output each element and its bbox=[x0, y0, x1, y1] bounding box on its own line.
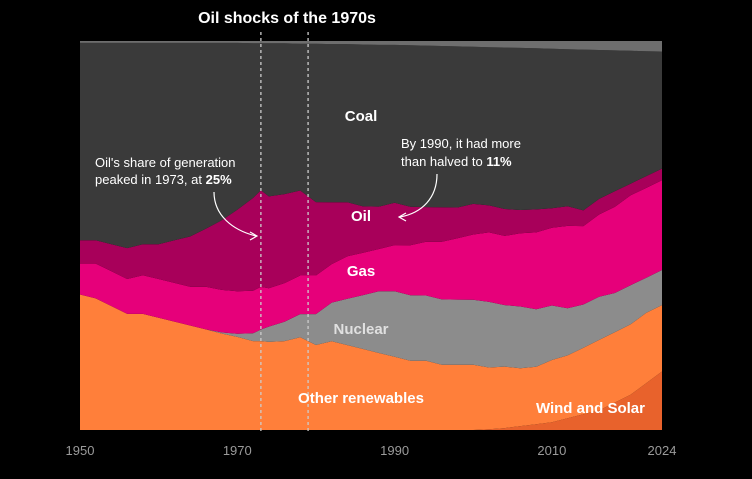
stacked-areas bbox=[80, 41, 662, 430]
chart-title: Oil shocks of the 1970s bbox=[198, 10, 376, 27]
annotation-oil-peak-value: 25% bbox=[206, 172, 232, 187]
annotation-oil-peak-line2: peaked in 1973, at 25% bbox=[95, 172, 232, 187]
area-coal bbox=[80, 42, 662, 249]
area-wind-and-solar bbox=[80, 371, 662, 430]
x-tick-label: 2010 bbox=[537, 443, 566, 458]
annotation-oil-1990-arrow bbox=[399, 173, 438, 218]
series-label-gas: Gas bbox=[347, 263, 375, 280]
annotation-oil-peak-arrow bbox=[213, 191, 257, 237]
x-tick-label: 1990 bbox=[380, 443, 409, 458]
annotation-oil-1990-line1: By 1990, it had more bbox=[401, 136, 521, 151]
annotation-oil-peak-line1: Oil's share of generation bbox=[95, 155, 236, 170]
area-oil bbox=[80, 168, 662, 292]
series-label-oil: Oil bbox=[351, 208, 371, 225]
area-other-sources bbox=[80, 41, 662, 52]
annotation-oil-1990-arrowhead bbox=[397, 212, 407, 222]
area-gas bbox=[80, 180, 662, 334]
annotation-oil-1990-value: 11% bbox=[486, 154, 512, 169]
annotation-oil-1990-line2: than halved to 11% bbox=[401, 154, 512, 169]
annotation-oil-peak-text: peaked in 1973, at bbox=[95, 172, 202, 187]
series-label-other-renewables: Other renewables bbox=[298, 390, 424, 407]
series-label-wind-solar: Wind and Solar bbox=[536, 400, 645, 417]
area-other-renewables bbox=[80, 294, 662, 430]
area-nuclear bbox=[80, 270, 662, 369]
x-tick-label: 1970 bbox=[223, 443, 252, 458]
x-tick-label: 2024 bbox=[648, 443, 677, 458]
series-label-nuclear: Nuclear bbox=[333, 321, 388, 338]
annotation-oil-1990-text: than halved to bbox=[401, 154, 483, 169]
x-axis-ticks: 1950 1970 1990 2010 2024 bbox=[66, 443, 677, 458]
series-label-coal: Coal bbox=[345, 108, 378, 125]
annotation-oil-peak-arrowhead bbox=[249, 231, 259, 241]
x-tick-label: 1950 bbox=[66, 443, 95, 458]
